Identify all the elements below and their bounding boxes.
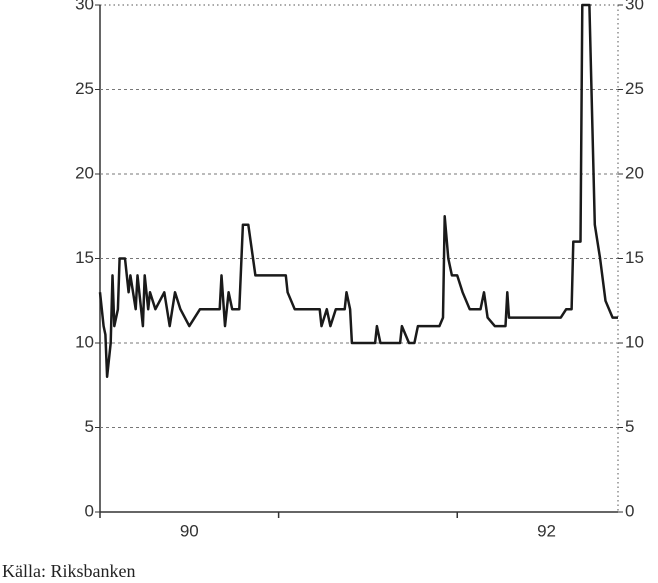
y2-tick-label: 20 xyxy=(625,163,644,182)
y2-tick-label: 30 xyxy=(625,0,644,13)
source: Källa: Riksbanken xyxy=(2,561,135,581)
y-tick-label: 20 xyxy=(75,163,94,182)
y-tick-label: 5 xyxy=(85,417,94,436)
x-tick-label: 90 xyxy=(180,521,199,540)
y-tick-label: 0 xyxy=(85,501,94,520)
line xyxy=(98,3,618,379)
y-tick-label: 25 xyxy=(75,79,94,98)
y2-tick-label: 25 xyxy=(625,79,644,98)
y-tick-label: 10 xyxy=(75,332,94,351)
y2-tick-label: 5 xyxy=(625,417,634,436)
y-tick-label: 15 xyxy=(75,248,94,267)
y-tick-label: 30 xyxy=(75,0,94,13)
x-tick-label: 92 xyxy=(537,521,556,540)
y2-tick-label: 10 xyxy=(625,332,644,351)
y2-tick-label: 15 xyxy=(625,248,644,267)
y2-tick-label: 0 xyxy=(625,501,634,520)
